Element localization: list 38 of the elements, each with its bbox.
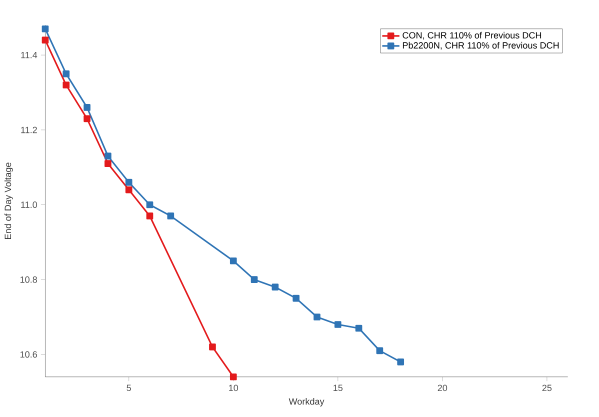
x-tick-label: 15 [334, 384, 343, 392]
y-tick-label: 11.2 [21, 126, 37, 134]
point [292, 294, 300, 302]
point [146, 212, 154, 220]
y-tick-label: 10.6 [20, 351, 37, 358]
x-axis-title: Workday [288, 398, 324, 406]
y-tick-label: 10.8 [20, 276, 37, 283]
point [125, 178, 132, 186]
x-tick-label: 25 [542, 384, 552, 392]
point [376, 347, 384, 354]
x-tick-label: 20 [438, 384, 448, 392]
point [250, 276, 258, 283]
point [167, 212, 174, 220]
y-tick-label: 11.4 [21, 52, 38, 58]
point [84, 115, 90, 122]
point [125, 186, 132, 194]
legend-label: CON, CHR 110% of Previous DCH [402, 32, 542, 40]
point [209, 343, 216, 350]
point [272, 284, 279, 290]
point [230, 257, 237, 264]
point [42, 36, 49, 44]
point [146, 201, 154, 208]
point [355, 324, 362, 332]
x-tick-label: 5 [126, 384, 131, 392]
point [84, 104, 90, 111]
point [62, 82, 70, 88]
point [62, 70, 70, 78]
legend-label: Pb2200N, CHR 110% of Previous DCH [402, 42, 559, 50]
point [230, 373, 237, 380]
y-axis-title: End of Day Voltage [4, 162, 13, 239]
point [397, 358, 404, 366]
y-tick-label: 11.0 [21, 202, 38, 208]
point [334, 321, 342, 328]
point [104, 152, 112, 160]
point [42, 25, 49, 32]
x-tick-label: 10 [229, 384, 238, 392]
point [314, 314, 320, 320]
point [104, 160, 112, 167]
